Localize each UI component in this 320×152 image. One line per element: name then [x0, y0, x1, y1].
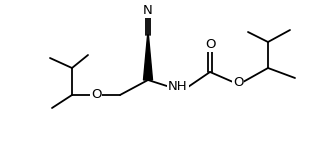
Text: O: O: [233, 76, 243, 88]
Text: O: O: [205, 38, 215, 50]
Text: NH: NH: [168, 81, 188, 93]
Polygon shape: [143, 35, 153, 80]
Text: O: O: [91, 88, 101, 102]
Text: N: N: [143, 3, 153, 17]
